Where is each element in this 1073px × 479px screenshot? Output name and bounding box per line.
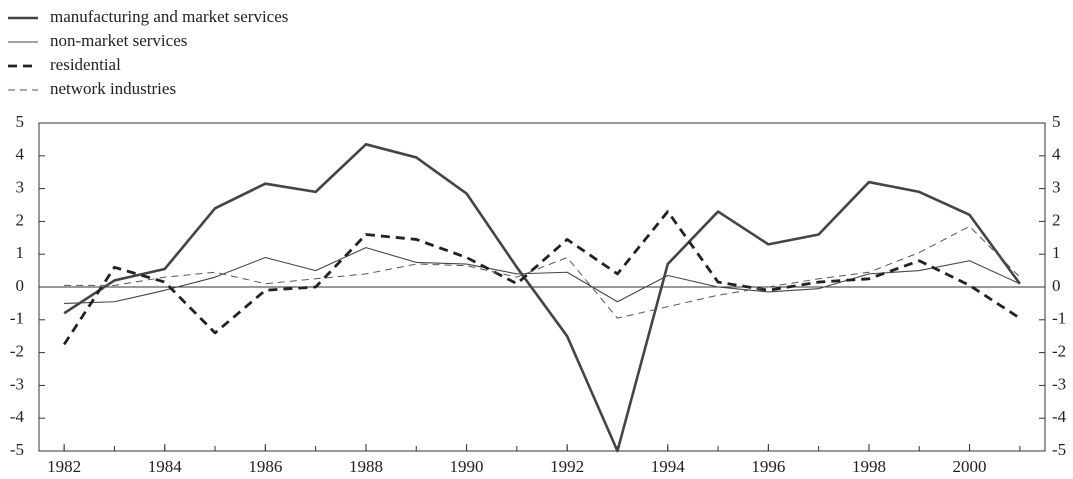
y-tick-label: 1 xyxy=(16,243,25,262)
x-tick-label: 1986 xyxy=(248,457,282,476)
y2-tick-label: -4 xyxy=(1052,407,1067,426)
y2-tick-label: -5 xyxy=(1052,440,1066,459)
y-tick-label: -4 xyxy=(10,407,25,426)
x-tick-label: 1982 xyxy=(47,457,81,476)
legend-label: residential xyxy=(50,55,121,74)
x-tick-label: 1990 xyxy=(450,457,484,476)
y-tick-label: -1 xyxy=(10,309,24,328)
y2-tick-label: 0 xyxy=(1052,276,1061,295)
x-tick-label: 1996 xyxy=(751,457,785,476)
y-tick-label: -2 xyxy=(10,342,24,361)
series-line xyxy=(64,225,1021,319)
legend-label: network industries xyxy=(50,79,176,98)
y2-tick-label: 1 xyxy=(1052,243,1061,262)
x-tick-label: 1994 xyxy=(651,457,686,476)
y-tick-label: 4 xyxy=(16,145,25,164)
y2-tick-label: 2 xyxy=(1052,210,1061,229)
y2-tick-label: 3 xyxy=(1052,178,1061,197)
x-tick-label: 2000 xyxy=(953,457,987,476)
y-tick-label: -5 xyxy=(10,440,24,459)
x-tick-label: 1988 xyxy=(349,457,383,476)
y-tick-label: -3 xyxy=(10,374,24,393)
y-tick-label: 3 xyxy=(16,178,25,197)
y-tick-label: 5 xyxy=(16,112,25,131)
y-tick-label: 0 xyxy=(16,276,25,295)
x-tick-label: 1984 xyxy=(148,457,183,476)
y2-tick-label: -3 xyxy=(1052,374,1066,393)
y-tick-label: 2 xyxy=(16,210,25,229)
legend-label: manufacturing and market services xyxy=(50,7,288,26)
series-line xyxy=(63,143,1021,453)
y2-tick-label: 4 xyxy=(1052,145,1061,164)
x-tick-label: 1992 xyxy=(550,457,584,476)
y2-tick-label: -2 xyxy=(1052,342,1066,361)
series-line xyxy=(62,210,1021,346)
x-tick-label: 1998 xyxy=(852,457,886,476)
legend-label: non-market services xyxy=(50,31,187,50)
y2-tick-label: 5 xyxy=(1052,112,1061,131)
y2-tick-label: -1 xyxy=(1052,309,1066,328)
